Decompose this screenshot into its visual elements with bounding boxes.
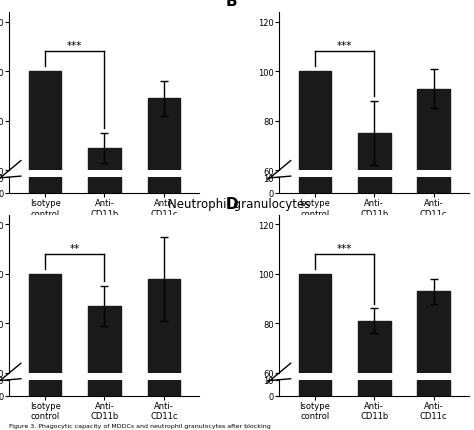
Bar (29, 178, 62, 194)
Bar (417, 380, 450, 396)
Bar (358, 178, 391, 194)
Bar (358, 321, 391, 430)
Bar (88, 380, 121, 396)
Bar (417, 292, 450, 430)
Text: Neutrophil granulocytes: Neutrophil granulocytes (168, 198, 310, 211)
Bar (29, 380, 62, 396)
Bar (358, 380, 391, 396)
Bar (29, 72, 62, 319)
Bar (299, 274, 331, 430)
Bar (417, 178, 450, 194)
Bar (299, 178, 331, 194)
Bar (147, 279, 180, 430)
Bar (88, 178, 121, 194)
Bar (299, 380, 331, 396)
Bar (358, 134, 391, 319)
Bar (299, 72, 331, 319)
Bar (417, 89, 450, 319)
Text: ***: *** (67, 41, 82, 51)
Text: ***: *** (337, 243, 352, 253)
Bar (147, 99, 180, 319)
Bar (29, 274, 62, 430)
Bar (147, 380, 180, 396)
Text: Figure 3. Phagocytic capacity of MDDCs and neutrophil granulocytes after blockin: Figure 3. Phagocytic capacity of MDDCs a… (9, 423, 271, 428)
Text: D: D (226, 196, 239, 211)
Bar (147, 178, 180, 194)
Bar (88, 306, 121, 430)
Bar (88, 148, 121, 319)
Text: ***: *** (337, 41, 352, 51)
Text: **: ** (70, 243, 80, 253)
Text: B: B (226, 0, 237, 9)
